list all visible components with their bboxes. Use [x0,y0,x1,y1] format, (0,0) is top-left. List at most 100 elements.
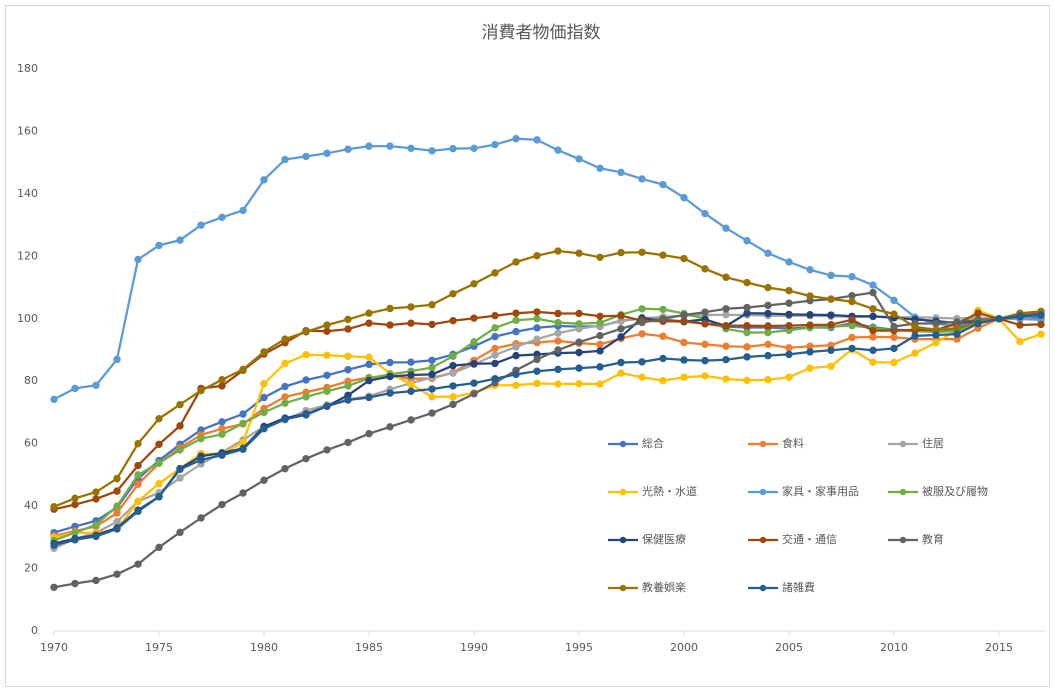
data-point [596,312,604,320]
data-point [596,319,604,327]
data-point [995,315,1003,323]
data-point [617,333,625,341]
data-point [533,136,541,144]
data-point [932,331,940,339]
data-point [743,278,751,287]
data-point [869,288,877,297]
data-point [785,344,793,352]
data-point [533,335,541,343]
data-point [176,528,184,537]
y-tick-label: 80 [24,374,38,387]
data-point [512,134,520,143]
data-point [344,396,352,404]
data-point [575,309,583,318]
data-point [491,359,499,368]
data-point [113,525,121,533]
data-point [281,155,289,164]
data-point [449,290,457,298]
data-point [92,381,100,389]
data-point [428,370,436,379]
data-point [386,304,394,313]
data-point [575,249,583,257]
data-point [512,258,520,266]
data-point [512,309,520,317]
data-point [743,321,751,330]
legend-label: 保健医療 [642,532,686,546]
data-point [449,369,457,377]
legend-marker [899,488,907,496]
y-tick-label: 140 [17,187,38,200]
data-point [575,348,583,357]
data-point [239,419,247,428]
data-point [554,380,562,388]
data-point [281,399,289,407]
data-point [365,429,373,438]
data-point [344,325,352,333]
data-point [638,248,646,256]
data-point [386,358,394,367]
data-point [134,471,142,479]
data-point [323,327,331,335]
data-point [1016,312,1024,320]
data-point [428,409,436,417]
data-point [806,311,814,319]
y-tick-label: 160 [17,124,38,137]
data-point [218,500,226,509]
data-point [470,379,478,387]
data-point [470,280,478,288]
data-point [260,424,268,433]
data-point [134,507,142,516]
data-point [890,333,898,341]
data-point [50,395,58,404]
data-point [50,541,58,549]
data-point [92,521,100,529]
data-point [302,328,310,336]
data-point [113,570,121,578]
data-point [575,364,583,372]
data-point [575,155,583,163]
data-point [764,328,772,337]
data-point [806,321,814,329]
data-point [953,330,961,338]
data-point [92,532,100,541]
data-point [827,321,835,329]
data-point [596,164,604,172]
y-tick-label: 20 [24,562,38,575]
data-point [554,309,562,318]
data-point [302,350,310,359]
data-point [197,514,205,522]
data-point [113,509,121,517]
data-point [638,358,646,366]
data-point [176,446,184,454]
data-point [722,342,730,350]
legend-label: 被服及び履物 [922,484,988,498]
data-point [512,316,520,325]
data-point [554,346,562,354]
data-point [785,310,793,319]
data-point [176,422,184,430]
data-point [197,386,205,395]
data-point [890,344,898,353]
data-point [323,371,331,379]
data-point [218,430,226,438]
data-point [848,333,856,342]
data-point [554,247,562,255]
y-tick-label: 0 [31,624,38,637]
data-point [239,365,247,374]
data-point [71,494,79,503]
data-point [575,338,583,346]
data-point [680,254,688,263]
data-point [785,373,793,381]
data-point [176,236,184,244]
data-point [344,145,352,153]
data-point [470,314,478,322]
data-point [155,414,163,423]
data-point [71,536,79,544]
data-point [638,373,646,381]
data-point [365,360,373,369]
data-point [113,474,121,483]
data-point [260,408,268,417]
data-point [806,364,814,372]
data-point [407,416,415,424]
y-tick-label: 40 [24,499,38,512]
